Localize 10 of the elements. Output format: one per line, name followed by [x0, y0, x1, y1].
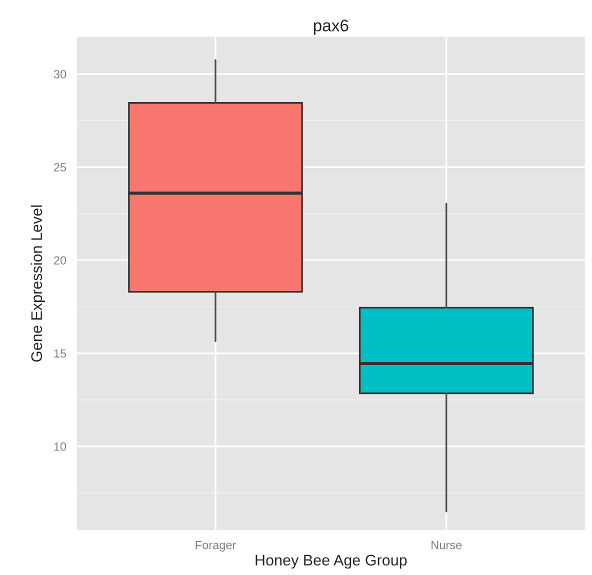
y-tick-label: 20 [54, 256, 66, 265]
x-axis-title: Honey Bee Age Group [256, 554, 407, 569]
y-tick-label: 25 [54, 163, 66, 172]
y-tick-label: 30 [54, 70, 66, 78]
y-axis-title: Gene Expression Level [30, 206, 46, 362]
x-tick-label: Forager [196, 541, 236, 552]
y-tick-label: 10 [54, 442, 66, 451]
chart-title: pax6 [314, 20, 348, 35]
x-tick-label: Nurse [432, 541, 462, 550]
y-tick-label: 15 [54, 349, 66, 358]
